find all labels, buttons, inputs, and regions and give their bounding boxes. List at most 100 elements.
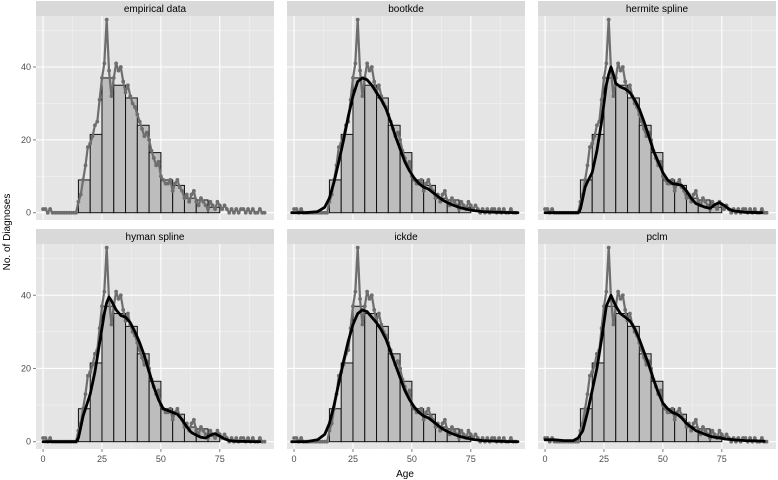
empirical-point [362,304,367,309]
histogram-bar [387,353,401,443]
empirical-point [623,79,628,84]
empirical-point [358,297,362,301]
empirical-point [367,68,372,73]
empirical-point [133,105,137,109]
empirical-point [701,425,705,429]
empirical-point [468,203,473,208]
histogram-bar [591,362,605,443]
empirical-point [369,293,374,298]
empirical-point [369,65,374,69]
empirical-point [206,207,210,211]
empirical-point [83,163,88,168]
histogram-bar [89,133,103,214]
empirical-point [85,373,90,378]
empirical-point [693,417,698,422]
x-tick-label: 0 [41,454,46,464]
empirical-point [189,192,194,197]
empirical-point [670,178,675,182]
empirical-point [220,207,225,211]
empirical-point [759,207,764,211]
histogram-bar [376,97,389,214]
empirical-point [480,436,485,440]
empirical-point [203,432,208,437]
y-tick-label: 40 [21,290,31,300]
empirical-point [175,178,180,182]
empirical-point [126,83,130,88]
empirical-point [93,123,97,128]
empirical-point [262,210,267,215]
empirical-point [156,159,161,164]
empirical-point [670,406,675,411]
empirical-point [672,417,677,422]
empirical-point [149,148,154,153]
empirical-point [602,76,606,80]
empirical-point [438,199,443,204]
y-tick-label: 20 [21,135,31,145]
empirical-point [175,406,180,411]
empirical-point [604,289,609,294]
empirical-point [90,134,95,139]
empirical-point [130,101,135,106]
empirical-point [438,428,443,433]
panel-title: ickde [394,232,418,243]
empirical-point [358,68,362,73]
empirical-point [336,145,341,150]
histogram-bar [340,362,354,443]
empirical-point [377,311,381,316]
empirical-point [76,199,81,204]
empirical-point [210,203,215,208]
histogram-bar [627,325,640,443]
empirical-point [677,178,682,182]
empirical-point [360,94,365,99]
empirical-point [215,428,220,433]
empirical-point [440,192,445,197]
empirical-point [616,61,621,66]
empirical-point [126,311,130,316]
histogram-bar [615,84,629,214]
empirical-point [97,97,102,102]
empirical-point [81,178,86,182]
empirical-point [712,432,717,437]
x-tick-label: 50 [658,454,668,464]
empirical-point [618,297,623,301]
empirical-point [492,207,497,211]
empirical-point [100,76,104,80]
empirical-point [497,436,501,440]
empirical-point [485,207,490,211]
x-tick-label: 50 [407,454,417,464]
panel-4: hyman spline 0 20 40 0 25 50 75 [21,229,274,464]
empirical-point [473,203,478,208]
panel-title: hyman spline [126,232,185,243]
empirical-point [83,392,88,396]
empirical-point [187,199,192,204]
histogram-bar [113,84,127,214]
empirical-point [421,417,426,422]
empirical-point [360,322,365,327]
panel-5: ickde 0 25 50 75 [287,229,525,464]
empirical-point [116,68,121,73]
empirical-point [658,388,663,393]
empirical-point [424,410,428,415]
empirical-point [691,421,696,426]
x-tick-label: 25 [348,454,358,464]
empirical-point [250,436,255,440]
empirical-point [440,421,445,426]
empirical-point [243,210,248,215]
fitted-curve [543,293,766,443]
empirical-point [442,188,447,193]
empirical-point [114,289,119,294]
empirical-point [114,61,119,66]
empirical-point [752,436,757,440]
empirical-point [550,207,555,211]
empirical-point [583,178,588,182]
empirical-point [236,210,241,215]
empirical-point [43,436,48,440]
panel-title: bootkde [388,4,424,15]
empirical-point [722,207,727,211]
fitted-curve [290,308,520,444]
empirical-point [452,199,457,204]
empirical-point [367,297,372,301]
empirical-point [459,199,464,204]
histogram-bar [125,325,138,443]
x-tick-label: 25 [599,454,609,464]
